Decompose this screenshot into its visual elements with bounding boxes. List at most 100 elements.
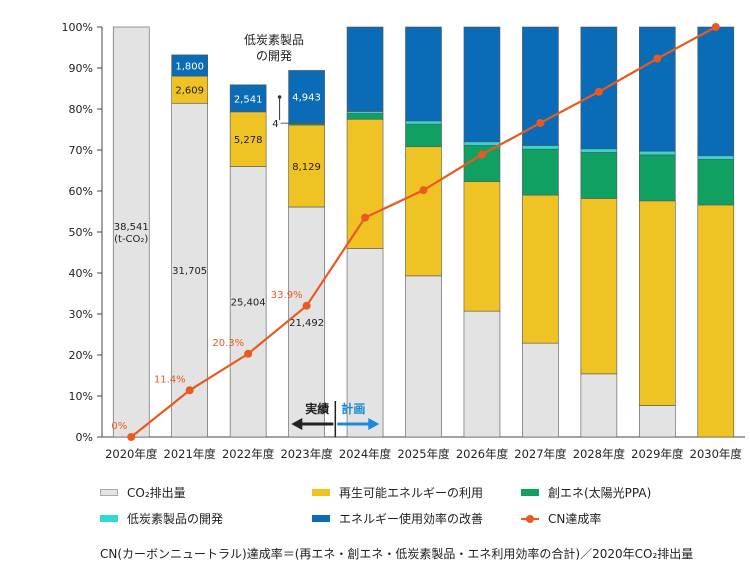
bar-data-label: 25,404 [231, 298, 266, 309]
bar-segment [463, 141, 501, 146]
cn-rate-point [302, 301, 311, 310]
y-tick-label: 90% [69, 62, 93, 75]
legend-renewable-swatch [312, 489, 330, 496]
callout-dot [277, 95, 282, 99]
y-tick-label: 50% [69, 226, 93, 239]
bar-segment [405, 123, 442, 148]
bar-data-label: 2,541 [234, 94, 263, 105]
y-tick-label: 60% [69, 185, 93, 198]
legend-cn-rate-swatch [521, 514, 539, 523]
callout-value: 4 [272, 119, 278, 130]
bar-segment [346, 118, 384, 249]
legend-efficiency-label: エネルギー使用効率の改善 [339, 512, 484, 526]
x-tick-label: 2029年度 [631, 447, 684, 461]
bar-segment [112, 26, 150, 438]
cn-rate-point [361, 213, 370, 222]
bar-segment [288, 124, 325, 208]
legend-solar-ppa: 創エネ(太陽光PPA) [521, 484, 651, 501]
legend-co2-swatch [100, 489, 118, 496]
y-tick-label: 70% [69, 144, 93, 157]
legend-solar-ppa-label: 創エネ(太陽光PPA) [548, 486, 652, 500]
legend-co2-label: CO₂排出量 [127, 486, 186, 500]
plan-arrow-head [368, 418, 380, 430]
legend-co2: CO₂排出量 [100, 484, 186, 501]
cn-rate-point [477, 150, 486, 159]
legend-renewable-label: 再生可能エネルギーの利用 [339, 486, 484, 500]
bar-segment [229, 84, 267, 113]
legend-renewable: 再生可能エネルギーの利用 [312, 484, 483, 501]
y-tick-label: 80% [69, 103, 93, 116]
bar-data-label: 21,492 [289, 318, 324, 329]
cn-rate-point [711, 23, 720, 31]
plan-label: 計画 [341, 401, 365, 416]
x-tick-label: 2030年度 [690, 447, 743, 461]
y-tick-label: 40% [69, 267, 93, 280]
bar-segment [697, 26, 735, 157]
y-tick-label: 0% [76, 431, 93, 444]
bar-segment [229, 111, 267, 167]
bar-segment [171, 75, 208, 104]
bar-segment [405, 275, 442, 438]
x-tick-label: 2021年度 [164, 447, 217, 461]
bar-data-label: 8,129 [292, 162, 321, 173]
bar-segment [346, 248, 384, 438]
x-tick-label: 2024年度 [339, 447, 392, 461]
bar-segment [405, 120, 442, 125]
legend-low-carbon-label: 低炭素製品の開発 [127, 512, 224, 526]
bar-data-label: 38,541 [114, 222, 149, 233]
bar-segment [171, 54, 208, 77]
bar-segment [463, 26, 501, 143]
bar-segment [580, 198, 618, 375]
actual-arrow-head [291, 418, 303, 430]
bar-segment [639, 154, 676, 202]
x-tick-label: 2020年度 [105, 447, 158, 461]
y-tick-label: 10% [69, 390, 93, 403]
bar-segment [346, 26, 384, 112]
x-tick-label: 2027年度 [514, 447, 567, 461]
x-tick-label: 2026年度 [456, 447, 509, 461]
legend-low-carbon: 低炭素製品の開発 [100, 510, 223, 527]
bar-segment [522, 342, 559, 438]
legend-efficiency-swatch [312, 515, 330, 522]
bar-segment [697, 159, 735, 206]
actual-label: 実績 [305, 401, 329, 416]
bar-segment [697, 155, 735, 160]
bar-segment [639, 200, 676, 406]
bar-segment [580, 148, 618, 153]
bar-segment [580, 152, 618, 199]
legend-efficiency: エネルギー使用効率の改善 [312, 510, 483, 527]
x-tick-label: 2022年度 [222, 447, 275, 461]
cn-rate-point [594, 87, 603, 96]
bar-data-label: 4,943 [292, 93, 321, 104]
cn-rate-data-label: 33.9% [271, 290, 303, 301]
bar-segment [229, 166, 267, 438]
bar-data-label: 1,800 [175, 62, 204, 73]
legend-solar-ppa-swatch [521, 489, 539, 496]
bar-segment [522, 194, 559, 344]
footnote: CN(カーボンニュートラル)達成率＝(再エネ・創エネ・低炭素製品・エネ利用効率の… [100, 547, 694, 561]
cn-rate-point [185, 386, 194, 395]
bar-data-label: 31,705 [172, 266, 207, 277]
callout-title: の開発 [256, 49, 292, 63]
callout-title: 低炭素製品 [244, 33, 304, 47]
bar-segment [522, 145, 559, 150]
bar-segment [639, 26, 676, 152]
x-tick-label: 2023年度 [280, 447, 333, 461]
y-tick-label: 100% [62, 21, 93, 34]
bar-segment [346, 113, 384, 120]
bar-segment [288, 206, 325, 438]
bar-segment [580, 373, 618, 438]
cn-rate-point [244, 349, 253, 358]
cn-rate-point [127, 433, 136, 441]
stacked-bar-line-chart: 0%10%20%30%40%50%60%70%80%90%100%2020年度 2… [62, 21, 745, 461]
bar-segment [522, 148, 559, 196]
cn-rate-data-label: 0% [111, 421, 127, 432]
bar-segment [522, 26, 559, 146]
bar-segment [288, 70, 325, 124]
x-tick-label: 2028年度 [573, 447, 626, 461]
legend-cn-rate: CN達成率 [521, 510, 601, 527]
bar-segment [346, 111, 384, 114]
bar-data-label: 2,609 [175, 86, 204, 97]
cn-rate-point [419, 186, 428, 195]
legend-cn-rate-label: CN達成率 [548, 512, 602, 526]
